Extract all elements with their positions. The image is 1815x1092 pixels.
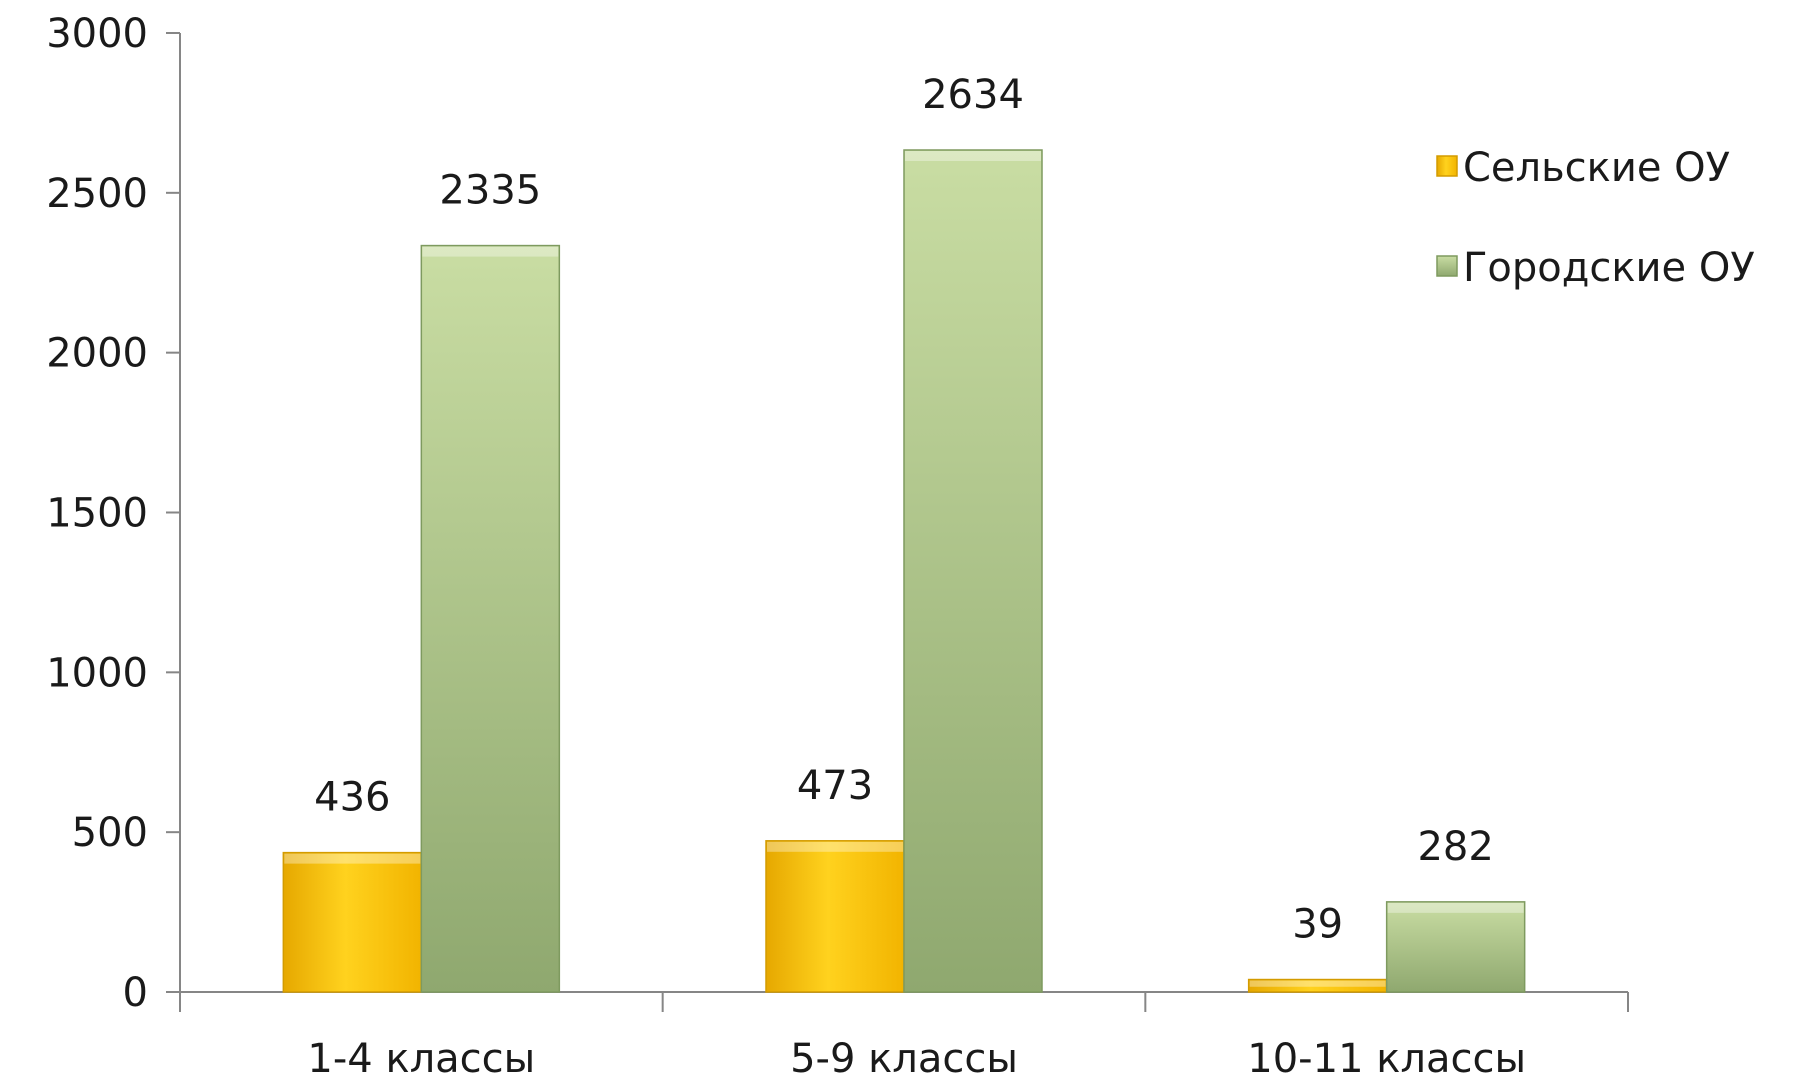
bar-group <box>1385 901 1526 993</box>
axes: 0 500 1000 1500 2000 2500 3000 1-4 классы 5-9 кл… <box>46 11 1629 1082</box>
data-label: 436 <box>314 775 390 821</box>
y-tick-label: 0 <box>123 970 148 1016</box>
y-tick-label: 3000 <box>46 11 148 57</box>
x-category-label: 5-9 классы <box>790 1036 1018 1082</box>
bar <box>282 851 423 993</box>
bar-group <box>1247 978 1388 993</box>
data-label: 2335 <box>439 168 541 214</box>
bar <box>765 840 905 993</box>
bar-group <box>765 840 905 993</box>
y-tick-label: 2500 <box>46 171 148 217</box>
data-label: 39 <box>1292 902 1343 948</box>
x-category-label: 1-4 классы <box>307 1036 535 1082</box>
y-tick-label: 1000 <box>46 650 148 696</box>
y-tick-label: 500 <box>72 810 148 856</box>
bar-group <box>420 244 561 993</box>
legend-label: Сельские ОУ <box>1463 145 1730 191</box>
bar <box>903 149 1043 993</box>
legend: Сельские ОУ Городские ОУ <box>1436 145 1755 291</box>
bar-highlight <box>1387 902 1524 913</box>
bar-highlight <box>1249 980 1386 987</box>
bar <box>1385 901 1526 993</box>
bars <box>282 149 1526 993</box>
data-label: 282 <box>1417 824 1493 870</box>
bar-highlight <box>284 853 421 864</box>
legend-swatch <box>1436 255 1458 277</box>
y-tick-label: 2000 <box>46 331 148 377</box>
data-labels: 436 2335 473 2634 39 282 <box>314 72 1494 948</box>
bar-group <box>282 851 423 993</box>
data-label: 473 <box>797 763 873 809</box>
bar-highlight <box>767 841 903 852</box>
bar <box>420 244 561 993</box>
bar-highlight <box>905 150 1041 161</box>
legend-swatch <box>1436 155 1458 177</box>
data-label: 2634 <box>922 72 1024 118</box>
legend-item: Сельские ОУ <box>1436 145 1730 191</box>
legend-label: Городские ОУ <box>1463 245 1755 291</box>
legend-item: Городские ОУ <box>1436 245 1755 291</box>
y-tick-label: 1500 <box>46 491 148 537</box>
x-category-label: 10-11 классы <box>1247 1036 1526 1082</box>
bar-group <box>903 149 1043 993</box>
bar-highlight <box>422 246 559 257</box>
